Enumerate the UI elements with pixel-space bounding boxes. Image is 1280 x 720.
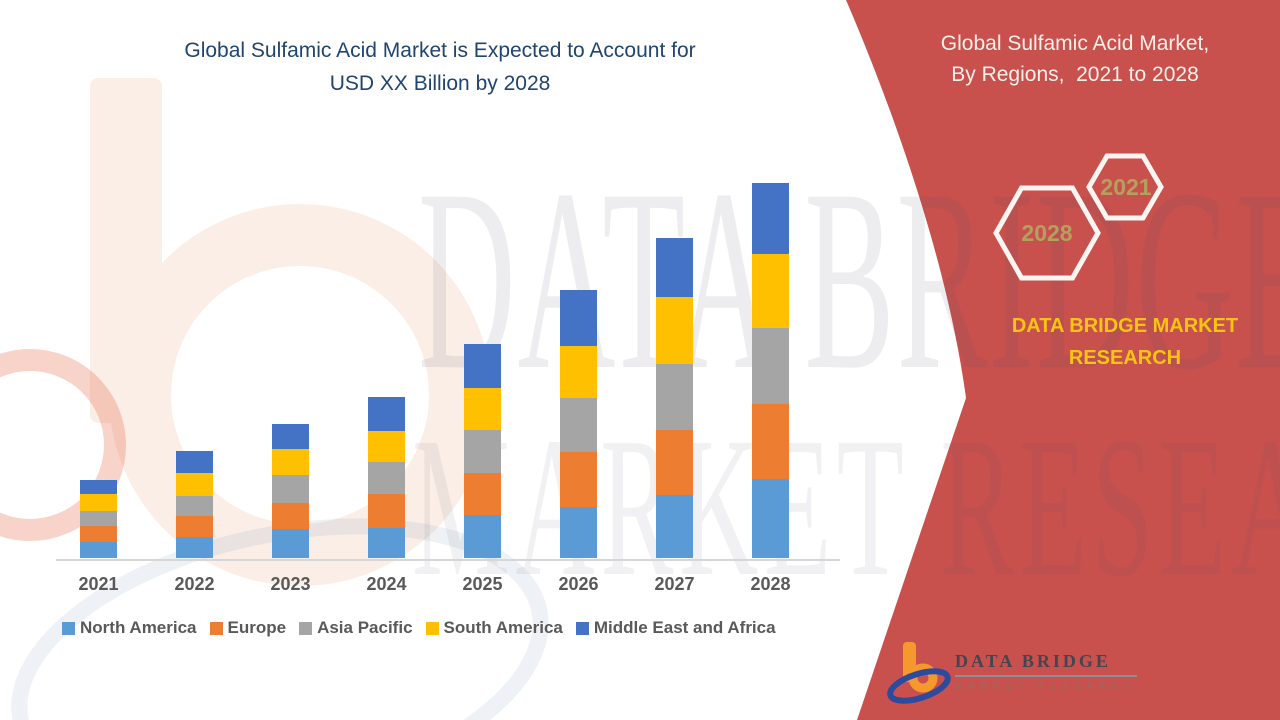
bar-segment-asia-pacific bbox=[560, 397, 597, 452]
logo-text: DATA BRIDGE MARKET RESEARCH bbox=[955, 651, 1137, 691]
bar-segment-europe bbox=[656, 430, 693, 495]
bar-segment-middle-east-and-africa bbox=[272, 424, 309, 449]
bar-segment-south-america bbox=[80, 494, 117, 511]
panel-heading: Global Sulfamic Acid Market, By Regions,… bbox=[880, 28, 1270, 90]
legend-label: South America bbox=[443, 618, 563, 637]
bar-segment-asia-pacific bbox=[656, 363, 693, 430]
x-axis-label: 2026 bbox=[558, 574, 599, 594]
legend-swatch bbox=[425, 621, 439, 635]
x-axis-line bbox=[56, 559, 840, 561]
bar-segment-north-america bbox=[656, 494, 693, 558]
dbmr-logo-icon bbox=[887, 642, 951, 704]
bar-segment-asia-pacific bbox=[368, 461, 405, 494]
brand-line2: RESEARCH bbox=[1068, 347, 1182, 369]
bar-segment-asia-pacific bbox=[80, 510, 117, 526]
chart-title-line1: Global Sulfamic Acid Market is Expected … bbox=[184, 39, 696, 62]
legend-label: Asia Pacific bbox=[317, 618, 413, 637]
x-axis-label: 2025 bbox=[462, 574, 503, 594]
bar-segment-europe bbox=[176, 515, 213, 537]
bar-segment-north-america bbox=[80, 542, 117, 558]
brand-line1: DATA BRIDGE MARKET bbox=[1011, 315, 1239, 337]
chart-title: Global Sulfamic Acid Market is Expected … bbox=[40, 34, 840, 100]
bar-segment-south-america bbox=[560, 345, 597, 398]
bar-segment-middle-east-and-africa bbox=[368, 397, 405, 431]
legend-item: South America bbox=[425, 618, 563, 638]
bar-segment-middle-east-and-africa bbox=[560, 290, 597, 346]
bar-segment-south-america bbox=[368, 430, 405, 462]
bar-segment-south-america bbox=[272, 449, 309, 475]
bar-segment-europe bbox=[80, 526, 117, 542]
bar-segment-north-america bbox=[368, 527, 405, 558]
bar-segment-europe bbox=[464, 472, 501, 515]
legend-label: North America bbox=[80, 618, 197, 637]
chart-title-line2: USD XX Billion by 2028 bbox=[329, 72, 551, 95]
panel-heading-line2: By Regions, 2021 to 2028 bbox=[951, 63, 1199, 86]
hexagon-2021-label: 2021 bbox=[1100, 174, 1151, 200]
logo-name: DATA BRIDGE bbox=[955, 651, 1137, 677]
legend-swatch bbox=[575, 621, 589, 635]
logo-subtitle: MARKET RESEARCH bbox=[955, 681, 1137, 691]
x-axis-label: 2028 bbox=[750, 574, 791, 594]
x-axis-label: 2021 bbox=[78, 574, 119, 594]
hexagon-2028-label: 2028 bbox=[1021, 220, 1072, 246]
bar-segment-asia-pacific bbox=[272, 475, 309, 503]
bar-segment-europe bbox=[272, 502, 309, 529]
bar-segment-middle-east-and-africa bbox=[752, 183, 789, 254]
bar-segment-europe bbox=[752, 403, 789, 479]
bar-segment-north-america bbox=[752, 478, 789, 558]
legend-label: Middle East and Africa bbox=[593, 618, 776, 637]
dbmr-logo: DATA BRIDGE MARKET RESEARCH bbox=[885, 632, 1165, 710]
bar-segment-asia-pacific bbox=[464, 430, 501, 473]
legend-swatch bbox=[299, 621, 313, 635]
bar-segment-north-america bbox=[464, 515, 501, 558]
bar-segment-middle-east-and-africa bbox=[80, 480, 117, 494]
legend-swatch bbox=[62, 621, 75, 635]
legend-item: Middle East and Africa bbox=[575, 618, 776, 638]
bar-segment-south-america bbox=[656, 297, 693, 364]
legend: North America Europe Asia Pacific South Ame… bbox=[62, 618, 776, 638]
bar-segment-asia-pacific bbox=[176, 496, 213, 516]
bar-segment-south-america bbox=[176, 472, 213, 496]
legend-item: North America bbox=[62, 618, 197, 638]
x-axis-label: 2027 bbox=[654, 574, 695, 594]
year-hexagons: 2021 2028 bbox=[993, 153, 1164, 281]
legend-item: Europe bbox=[209, 618, 287, 638]
panel-heading-line1: Global Sulfamic Acid Market, bbox=[940, 32, 1210, 55]
bar-segment-europe bbox=[560, 452, 597, 507]
x-axis-label: 2023 bbox=[270, 574, 311, 594]
legend-label: Europe bbox=[227, 618, 287, 637]
bar-segment-europe bbox=[368, 494, 405, 528]
bar-segment-north-america bbox=[176, 537, 213, 558]
legend-swatch bbox=[209, 621, 223, 635]
legend-item: Asia Pacific bbox=[299, 618, 413, 638]
brand-wordmark: DATA BRIDGE MARKET RESEARCH bbox=[950, 310, 1280, 374]
bar-segment-middle-east-and-africa bbox=[464, 344, 501, 388]
bar-segment-middle-east-and-africa bbox=[656, 238, 693, 297]
bar-segment-north-america bbox=[560, 506, 597, 558]
bar-segment-asia-pacific bbox=[752, 327, 789, 404]
bar-segment-south-america bbox=[752, 254, 789, 328]
x-axis-label: 2022 bbox=[174, 574, 215, 594]
bar-segment-north-america bbox=[272, 529, 309, 558]
x-axis-label: 2024 bbox=[366, 574, 407, 594]
bar-segment-middle-east-and-africa bbox=[176, 451, 213, 473]
bar-segment-south-america bbox=[464, 387, 501, 430]
